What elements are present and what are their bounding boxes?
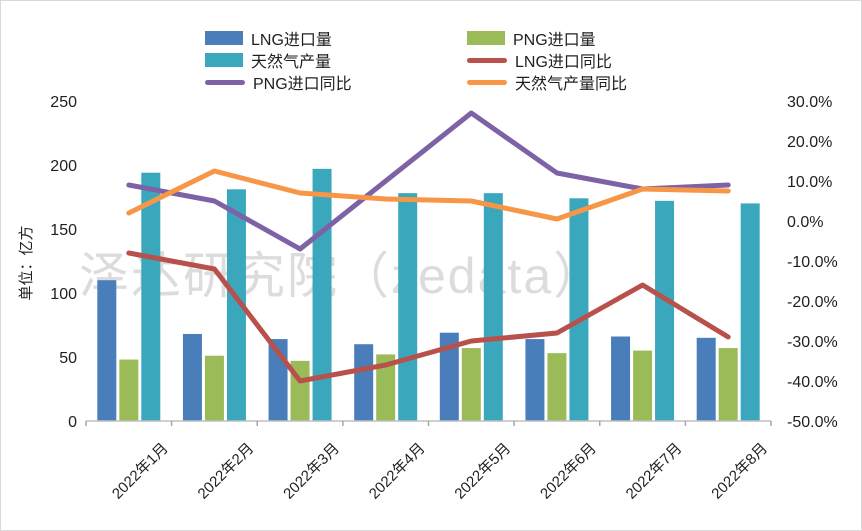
- left-axis-tick-label: 50: [59, 350, 77, 367]
- right-axis-tick-label: 0.0%: [787, 214, 823, 231]
- bar-LNG进口量-2022年5月: [439, 332, 459, 421]
- legend-label: LNG进口同比: [515, 54, 612, 71]
- bar-PNG进口量-2022年1月: [119, 359, 139, 421]
- bar-天然气产量-2022年4月: [398, 193, 418, 421]
- line-天然气产量同比: [126, 168, 731, 222]
- bar-LNG进口量-2022年6月: [525, 339, 545, 421]
- right-axis-tick-label: 10.0%: [787, 174, 832, 191]
- legend-swatch-bar-icon: [205, 31, 243, 45]
- right-axis-tick-label: -20.0%: [787, 294, 838, 311]
- legend-label: PNG进口量: [513, 32, 596, 49]
- legend-label: 天然气产量同比: [515, 76, 628, 93]
- left-axis-title: 单位：亿方: [18, 225, 35, 300]
- left-axis-tick-label: 0: [68, 414, 77, 431]
- legend-item-lng-import-yoy: LNG进口同比: [467, 48, 627, 72]
- bar-PNG进口量-2022年2月: [204, 355, 224, 421]
- bar-PNG进口量-2022年6月: [547, 353, 567, 421]
- x-axis-category-label: 2022年1月: [109, 440, 172, 503]
- watermark-text: 泽达研究院（zedata）: [79, 248, 605, 304]
- bar-天然气产量-2022年2月: [226, 189, 246, 421]
- legend-swatch-bar-icon: [467, 31, 505, 45]
- x-axis-category-label: 2022年5月: [451, 440, 514, 503]
- legend-label: PNG进口同比: [253, 76, 352, 93]
- left-axis-tick-label: 150: [50, 222, 77, 239]
- bar-LNG进口量-2022年7月: [611, 336, 631, 421]
- legend-item-png-import-yoy: PNG进口同比: [205, 70, 467, 94]
- bar-天然气产量-2022年3月: [312, 168, 332, 421]
- legend-swatch-line-icon: [205, 79, 245, 85]
- right-axis-tick-label: -10.0%: [787, 254, 838, 271]
- right-axis-tick-label: -50.0%: [787, 414, 838, 431]
- bar-PNG进口量-2022年7月: [633, 350, 653, 421]
- bar-PNG进口量-2022年8月: [718, 348, 738, 421]
- legend-swatch-line-icon: [467, 79, 507, 85]
- legend-label: LNG进口量: [251, 32, 332, 49]
- chart-legend: LNG进口量 PNG进口量 天然气产量 LNG进口同比 PNG进口同比 天然气产…: [205, 27, 627, 93]
- bar-天然气产量-2022年1月: [141, 172, 161, 421]
- bar-PNG进口量-2022年4月: [376, 354, 396, 421]
- line-LNG进口同比: [126, 250, 731, 384]
- left-axis-tick-label: 250: [50, 94, 77, 111]
- bar-天然气产量-2022年8月: [740, 203, 760, 421]
- legend-item-gas-production: 天然气产量: [205, 48, 467, 72]
- right-axis-tick-label: -30.0%: [787, 334, 838, 351]
- x-axis-category-label: 2022年8月: [708, 440, 771, 503]
- bar-天然气产量-2022年7月: [655, 200, 675, 421]
- x-axis-category-label: 2022年3月: [280, 440, 343, 503]
- legend-item-gas-production-yoy: 天然气产量同比: [467, 70, 627, 94]
- x-axis-category-label: 2022年7月: [623, 440, 686, 503]
- bar-天然气产量-2022年6月: [569, 198, 589, 421]
- bar-天然气产量-2022年5月: [483, 193, 503, 421]
- right-axis-tick-label: 30.0%: [787, 94, 832, 111]
- legend-swatch-line-icon: [467, 57, 507, 63]
- line-PNG进口同比: [126, 110, 731, 252]
- bar-LNG进口量-2022年8月: [696, 337, 716, 421]
- bar-LNG进口量-2022年1月: [97, 280, 117, 421]
- bar-LNG进口量-2022年2月: [182, 333, 202, 421]
- legend-swatch-bar-icon: [205, 53, 243, 67]
- right-axis-tick-label: -40.0%: [787, 374, 838, 391]
- right-axis-tick-label: 20.0%: [787, 134, 832, 151]
- left-axis-tick-label: 200: [50, 158, 77, 175]
- x-axis-category-label: 2022年4月: [366, 440, 429, 503]
- left-axis-tick-label: 100: [50, 286, 77, 303]
- legend-label: 天然气产量: [251, 54, 332, 71]
- bar-LNG进口量-2022年4月: [354, 344, 374, 421]
- legend-item-lng-import: LNG进口量: [205, 26, 467, 50]
- x-axis-category-label: 2022年2月: [195, 440, 258, 503]
- legend-item-png-import: PNG进口量: [467, 26, 627, 50]
- x-axis-category-label: 2022年6月: [537, 440, 600, 503]
- bar-PNG进口量-2022年5月: [461, 348, 481, 421]
